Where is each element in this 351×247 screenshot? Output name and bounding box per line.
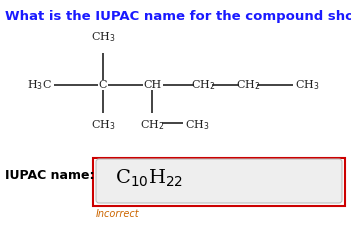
Text: CH$_2$: CH$_2$ (140, 118, 164, 132)
Text: C$_{10}$H$_{22}$: C$_{10}$H$_{22}$ (115, 168, 183, 189)
Text: C: C (99, 80, 107, 90)
FancyBboxPatch shape (93, 158, 345, 206)
FancyBboxPatch shape (96, 159, 342, 203)
Text: CH$_3$: CH$_3$ (91, 30, 115, 44)
Text: Incorrect: Incorrect (96, 209, 140, 219)
Text: CH$_2$: CH$_2$ (236, 78, 260, 92)
Text: H$_3$C: H$_3$C (27, 78, 52, 92)
Text: CH$_3$: CH$_3$ (185, 118, 210, 132)
Text: What is the IUPAC name for the compound shown?: What is the IUPAC name for the compound … (5, 10, 351, 23)
Text: CH$_3$: CH$_3$ (295, 78, 319, 92)
Text: CH$_2$: CH$_2$ (191, 78, 215, 92)
Text: CH$_3$: CH$_3$ (91, 118, 115, 132)
Text: CH: CH (143, 80, 161, 90)
Text: IUPAC name:: IUPAC name: (5, 168, 94, 182)
